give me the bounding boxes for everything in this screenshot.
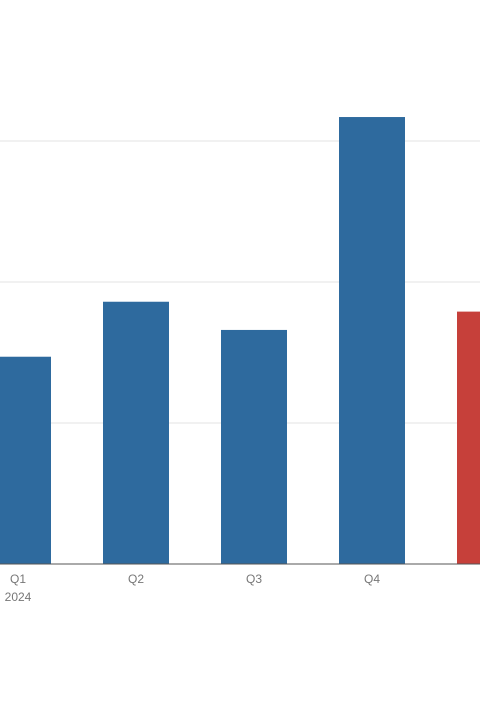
bar-q1: [0, 356, 51, 564]
x-tick-sublabel: 2024: [5, 590, 32, 604]
x-tick-label: Q1: [10, 572, 26, 586]
x-tick-labels: Q12024Q2Q3Q42: [5, 572, 381, 604]
bar-q4: [339, 117, 405, 564]
x-tick-label: Q2: [128, 572, 144, 586]
bar-next: [457, 311, 480, 564]
bar-q2: [103, 301, 169, 564]
bars: [0, 117, 480, 564]
x-tick-label: Q4: [364, 572, 380, 586]
x-tick-label: Q3: [246, 572, 262, 586]
bar-q3: [221, 329, 287, 564]
